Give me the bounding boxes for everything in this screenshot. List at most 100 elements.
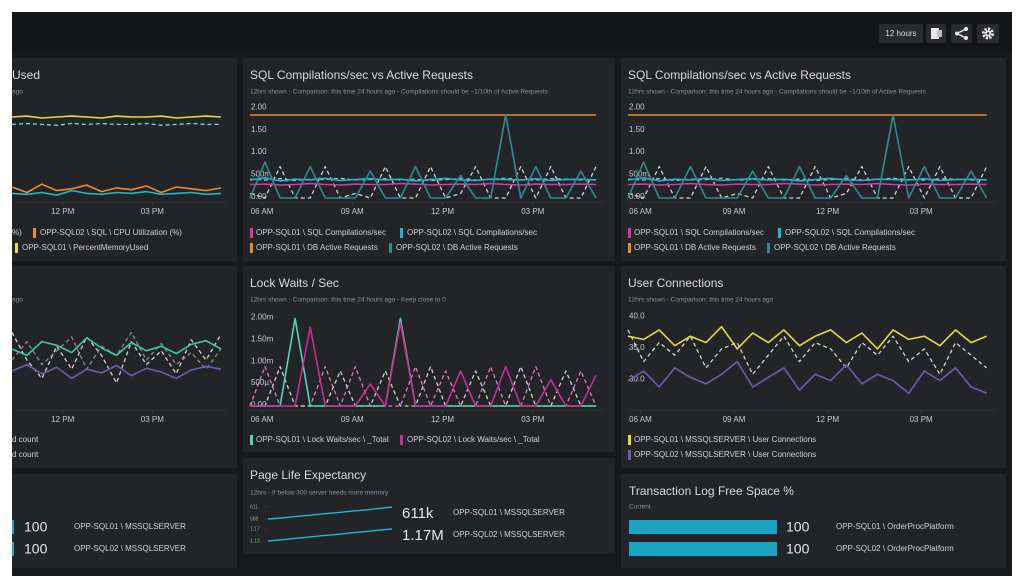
x-tick-label: 09 AM — [341, 207, 364, 216]
settings-icon-hole — [986, 32, 990, 35]
y-tick-label: 2.00m — [251, 312, 274, 321]
bar — [12, 542, 14, 556]
tile-background — [621, 266, 1006, 468]
x-tick-label: 03 PM — [521, 415, 544, 424]
export-button[interactable] — [926, 24, 946, 43]
series-line — [250, 322, 597, 407]
y-tick-label: 1.00 — [629, 147, 645, 156]
comparison-line — [12, 332, 222, 384]
bar-value: 100 — [786, 519, 810, 535]
legend-swatch — [250, 435, 253, 445]
big-value: 1.17M — [402, 527, 444, 544]
tile-subtitle: Current — [629, 504, 651, 511]
series-line — [627, 177, 987, 182]
tile: SQL Compilations/sec vs Active Requests 1… — [621, 58, 1006, 261]
bar — [12, 520, 14, 534]
bar-value: 100 — [24, 519, 48, 535]
share-button[interactable] — [951, 24, 972, 43]
tile: Used ago 12 PM 03 PM%) OPP-SQL02 \ SQL \ CPU… — [12, 58, 237, 261]
bar-label: OPP-SQL01 \ MSSQLSERVER — [74, 522, 186, 531]
comparison-line — [249, 365, 597, 407]
time-range-button[interactable] — [879, 24, 923, 43]
x-tick-label: 06 AM — [251, 207, 274, 216]
x-tick-label: 03 PM — [910, 415, 933, 424]
tile-title: Transaction Log Free Space % — [629, 484, 794, 498]
series-line — [12, 337, 222, 357]
comparison-line — [627, 329, 988, 375]
series-label: OPP-SQL01 \ MSSQLSERVER — [453, 508, 565, 517]
x-tick-label: 03 PM — [521, 207, 544, 216]
legend-label: OPP-SQL01 \ SQL Compilations/sec — [256, 228, 386, 237]
legend-label: OPP-SQL01 \ SQL Compilations/sec — [634, 228, 764, 237]
sparkline — [267, 506, 393, 520]
legend-swatch — [400, 435, 403, 445]
tile-subtitle: 12hrs shown - Comparison: this time 24 h… — [628, 89, 927, 96]
legend-label: OPP-SQL01 \ Lock Waits/sec \ _Total — [256, 435, 389, 444]
series-line — [249, 182, 597, 186]
settings-icon — [982, 27, 994, 40]
series-line — [627, 114, 988, 199]
tile: SQL Compilations/sec vs Active Requests 1… — [243, 58, 615, 261]
spark-tick-label: 1.17 — [250, 526, 260, 532]
bar-label: OPP-SQL01 \ OrderProcPlatform — [836, 522, 954, 531]
tile: ago 12 PM 03 PM d count d count — [12, 266, 237, 468]
legend-swatch — [778, 228, 781, 238]
tile-background — [12, 266, 237, 468]
x-tick-label: 03 PM — [141, 207, 164, 216]
bar-value: 100 — [786, 541, 810, 557]
tile-subtitle: 12hrs - If below 300 server needs more m… — [250, 490, 389, 497]
legend-swatch — [15, 243, 18, 253]
series-line — [12, 189, 222, 196]
x-tick-label: 12 PM — [431, 207, 454, 216]
comparison-line — [12, 331, 222, 370]
tile-title: SQL Compilations/sec vs Active Requests — [250, 68, 473, 82]
tile: 100 OPP-SQL01 \ MSSQLSERVER 100 OPP-SQL02 \… — [12, 474, 237, 568]
export-icon-page — [937, 30, 942, 37]
legend-swatch — [250, 243, 253, 253]
tile-subtitle: 12hrs shown - Comparison: this time 24 h… — [250, 297, 446, 304]
bar — [629, 520, 777, 534]
tile-subtitle: ago — [12, 89, 23, 96]
y-tick-label: 0.00 — [251, 400, 267, 409]
comparison-line — [627, 165, 988, 199]
spark-tick-label: 611 — [250, 504, 258, 510]
tile-background — [243, 266, 615, 452]
tile-title: User Connections — [628, 276, 723, 290]
x-tick-label: 03 PM — [141, 415, 164, 424]
bar-label: OPP-SQL02 \ OrderProcPlatform — [836, 544, 954, 553]
spark-tick-label: 1.13 — [250, 538, 260, 544]
tile: User Connections 12hrs shown - Comparison… — [621, 266, 1006, 468]
tile-title: Lock Waits / Sec — [250, 276, 339, 290]
x-tick-label: 09 AM — [341, 415, 364, 424]
x-tick-label: 12 PM — [51, 415, 74, 424]
series-line — [627, 325, 987, 350]
y-tick-label: 2.00 — [251, 102, 267, 111]
export-icon — [931, 28, 939, 39]
legend-label: d count — [12, 450, 39, 459]
big-value: 611k — [402, 505, 434, 522]
series-label: OPP-SQL02 \ MSSQLSERVER — [453, 530, 565, 539]
legend-label: OPP-SQL02 \ SQL Compilations/sec — [407, 228, 537, 237]
y-tick-label: 40.0 — [629, 311, 645, 320]
legend-swatch — [400, 228, 403, 238]
legend-label: %) — [12, 228, 22, 237]
tile: Lock Waits / Sec 12hrs shown - Comparison… — [243, 266, 615, 452]
tile-background — [243, 58, 615, 261]
series-line — [12, 115, 222, 119]
y-tick-label: 1.50m — [251, 334, 274, 343]
tile-subtitle: 12hrs shown - Comparison: this time 24 h… — [628, 297, 774, 304]
x-tick-label: 09 AM — [723, 207, 746, 216]
share-icon-dot — [955, 31, 959, 36]
x-tick-label: 12 PM — [431, 415, 454, 424]
series-line — [249, 177, 597, 182]
settings-button[interactable] — [977, 24, 999, 43]
y-tick-label: 1.00m — [251, 356, 274, 365]
x-tick-label: 09 AM — [723, 415, 746, 424]
tile-background — [12, 58, 237, 261]
x-tick-label: 06 AM — [629, 207, 652, 216]
tile-subtitle: ago — [12, 297, 23, 304]
y-tick-label: 1.50 — [629, 125, 645, 134]
series-line — [12, 183, 222, 194]
legend-label: OPP-SQL01 \ DB Active Requests — [256, 243, 378, 252]
